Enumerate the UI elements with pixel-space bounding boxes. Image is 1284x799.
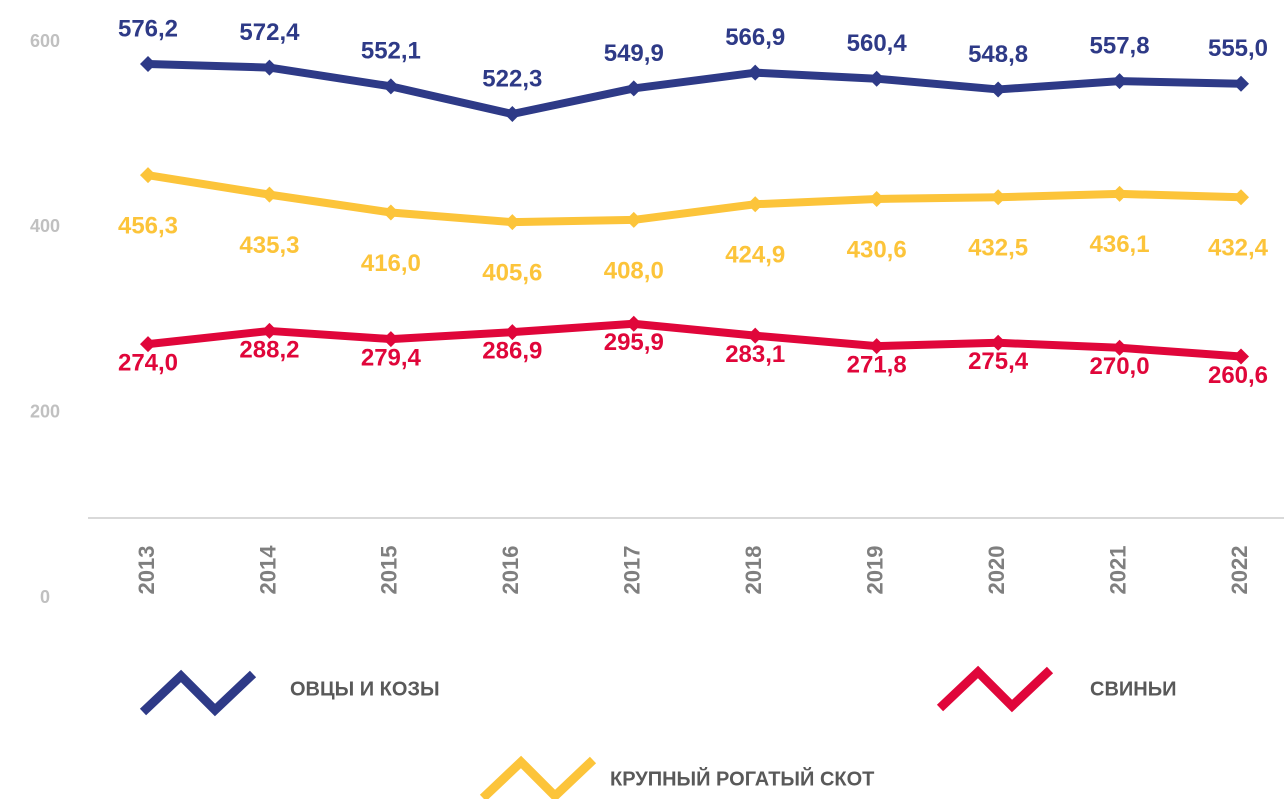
point-marker (1111, 185, 1128, 202)
x-tick-label: 2022 (1227, 546, 1252, 595)
x-tick-label: 2019 (862, 546, 887, 595)
point-marker (261, 59, 278, 76)
data-label: 522,3 (482, 65, 542, 92)
point-marker (868, 190, 885, 207)
data-label: 436,1 (1090, 231, 1150, 258)
legend-icon (139, 669, 257, 717)
data-label: 548,8 (968, 41, 1028, 68)
point-marker (868, 70, 885, 87)
x-tick-label: 2017 (620, 546, 645, 595)
data-label: 432,5 (968, 235, 1028, 262)
data-label: 552,1 (361, 38, 421, 65)
series-line (147, 171, 1242, 227)
data-label: 557,8 (1090, 32, 1150, 59)
data-label: 549,9 (604, 40, 664, 67)
x-tick-label: 2020 (984, 546, 1009, 595)
data-label: 424,9 (725, 242, 785, 269)
point-marker (382, 78, 399, 95)
data-label: 456,3 (118, 213, 178, 240)
data-label: 405,6 (482, 259, 542, 286)
point-marker (382, 204, 399, 221)
point-marker (990, 334, 1007, 351)
point-marker (625, 80, 642, 97)
x-tick-label: 2021 (1105, 546, 1130, 595)
data-label: 555,0 (1208, 35, 1268, 62)
point-marker (504, 106, 521, 123)
y-tick-label: 600 (30, 31, 60, 51)
y-tick-label: 400 (30, 216, 60, 236)
point-marker (504, 214, 521, 231)
x-tick-label: 2018 (741, 546, 766, 595)
data-label: 283,1 (725, 341, 785, 368)
point-marker (1111, 73, 1128, 90)
point-marker (261, 186, 278, 203)
y-tick-label: 0 (40, 587, 50, 607)
legend-icon (479, 755, 597, 799)
data-label: 295,9 (604, 329, 664, 356)
series-line (147, 60, 1242, 119)
x-tick-label: 2014 (255, 545, 280, 595)
point-marker (140, 336, 156, 353)
data-label: 416,0 (361, 250, 421, 277)
data-label: 408,0 (604, 257, 664, 284)
data-label: 432,4 (1208, 235, 1269, 262)
legend-label: ОВЦЫ И КОЗЫ (290, 678, 440, 700)
point-marker (990, 189, 1007, 206)
data-label: 260,6 (1208, 362, 1268, 389)
x-tick-label: 2016 (498, 546, 523, 595)
legend-icon (936, 665, 1054, 713)
data-label: 560,4 (847, 30, 908, 57)
data-label: 271,8 (847, 351, 907, 378)
point-marker (382, 331, 399, 348)
data-label: 279,4 (361, 344, 422, 371)
point-marker (747, 64, 764, 81)
data-label: 288,2 (239, 336, 299, 363)
point-marker (1233, 348, 1249, 365)
point-marker (140, 56, 156, 73)
data-label: 286,9 (482, 337, 542, 364)
legend-label: КРУПНЫЙ РОГАТЫЙ СКОТ (610, 766, 874, 790)
data-label: 270,0 (1090, 353, 1150, 380)
data-label: 576,2 (118, 15, 178, 42)
point-marker (747, 327, 764, 344)
point-marker (261, 322, 278, 339)
data-label: 274,0 (118, 349, 178, 376)
point-marker (1233, 75, 1249, 92)
point-marker (1233, 189, 1249, 206)
point-marker (868, 338, 885, 355)
point-marker (747, 196, 764, 213)
legend-label: СВИНЬИ (1090, 678, 1176, 700)
data-label: 430,6 (847, 236, 907, 263)
point-marker (504, 324, 521, 341)
x-tick-label: 2015 (377, 546, 402, 595)
point-marker (140, 167, 156, 184)
data-label: 275,4 (968, 348, 1029, 375)
data-label: 566,9 (725, 24, 785, 51)
y-tick-label: 200 (30, 401, 60, 421)
point-marker (990, 81, 1007, 98)
x-tick-label: 2013 (134, 546, 159, 595)
data-label: 435,3 (239, 232, 299, 259)
point-marker (1111, 339, 1128, 356)
point-marker (625, 211, 642, 228)
point-marker (625, 315, 642, 332)
data-label: 572,4 (239, 19, 300, 46)
series-line (147, 319, 1242, 361)
